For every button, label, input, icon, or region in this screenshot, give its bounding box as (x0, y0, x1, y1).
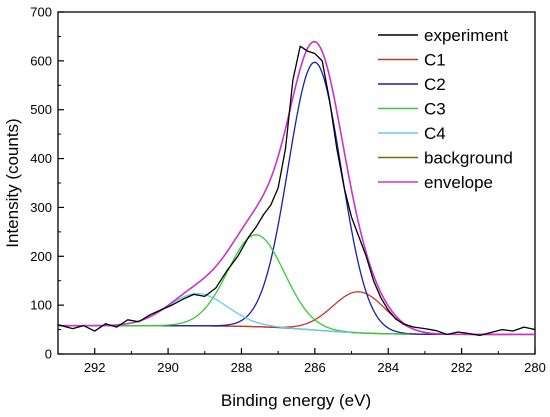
x-axis-ticks: 292 290 288 286 284 282 280 (57, 348, 546, 375)
y-tick-label: 500 (30, 102, 52, 117)
series-line-c1 (205, 291, 513, 336)
series-line-experiment (57, 45, 536, 337)
y-axis-ticks: 0 100 200 300 400 500 600 700 (30, 5, 64, 362)
x-tick-label: 288 (231, 360, 253, 375)
legend: experiment C1 C2 C3 C4 background envelope (378, 26, 513, 192)
y-tick-label: 400 (30, 151, 52, 166)
legend-label-c1: C1 (424, 51, 446, 70)
plot-curves (57, 40, 536, 337)
x-tick-label: 284 (377, 360, 399, 375)
series-line-c3 (102, 234, 410, 335)
y-axis-title: Intensity (counts) (3, 118, 22, 247)
y-tick-label: 0 (45, 347, 52, 362)
legend-label-c3: C3 (424, 100, 446, 119)
series-line-c2 (161, 61, 469, 336)
legend-label-background: background (424, 149, 513, 168)
legend-label-envelope: envelope (424, 173, 493, 192)
y-tick-label: 700 (30, 5, 52, 20)
y-tick-label: 200 (30, 249, 52, 264)
legend-label-c2: C2 (424, 75, 446, 94)
legend-label-experiment: experiment (424, 26, 508, 45)
x-tick-label: 286 (304, 360, 326, 375)
y-tick-label: 600 (30, 53, 52, 68)
x-axis-title: Binding energy (eV) (221, 391, 371, 410)
x-tick-label: 282 (451, 360, 473, 375)
y-tick-label: 300 (30, 200, 52, 215)
y-tick-label: 100 (30, 298, 52, 313)
legend-label-c4: C4 (424, 124, 446, 143)
x-tick-label: 280 (524, 360, 546, 375)
x-tick-label: 290 (157, 360, 179, 375)
x-tick-label: 292 (84, 360, 106, 375)
